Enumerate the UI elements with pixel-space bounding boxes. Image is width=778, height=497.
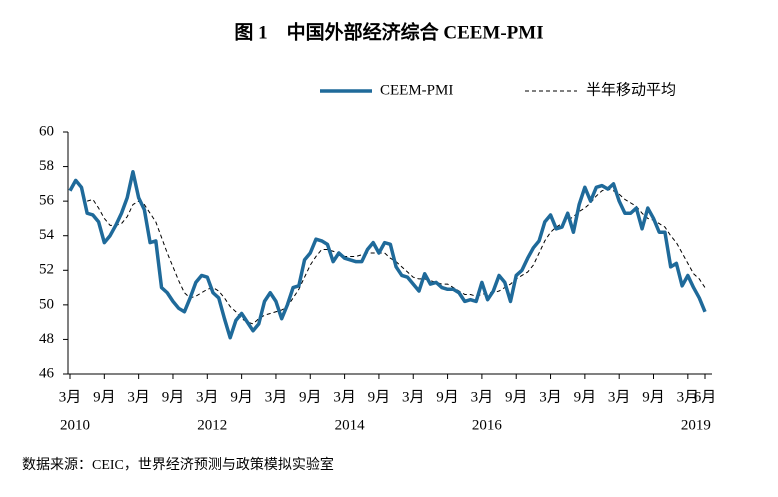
x-tick-label: 9月: [368, 389, 391, 405]
x-year-label: 2014: [335, 417, 366, 433]
x-tick-label: 3月: [608, 389, 631, 405]
x-tick-label: 9月: [436, 389, 459, 405]
x-tick-label: 3月: [265, 389, 288, 405]
x-tick-label: 3月: [471, 389, 494, 405]
chart-title: 图 1 中国外部经济综合 CEEM-PMI: [234, 20, 543, 43]
x-tick-label: 3月: [677, 389, 700, 405]
y-tick-label: 46: [39, 365, 55, 381]
x-tick-label: 9月: [162, 389, 185, 405]
x-tick-label: 6月: [694, 389, 717, 405]
x-tick-label: 3月: [402, 389, 425, 405]
y-tick-label: 60: [39, 123, 54, 139]
x-tick-label: 3月: [333, 389, 356, 405]
x-tick-label: 9月: [299, 389, 322, 405]
x-tick-label: 9月: [505, 389, 528, 405]
x-year-label: 2010: [60, 417, 90, 433]
series-line: [68, 170, 707, 340]
x-tick-label: 9月: [93, 389, 116, 405]
x-tick-label: 3月: [539, 389, 562, 405]
x-tick-label: 3月: [127, 389, 150, 405]
x-tick-label: 3月: [59, 389, 82, 405]
x-tick-label: 9月: [230, 389, 253, 405]
legend-label: 半年移动平均: [586, 81, 676, 98]
x-tick-label: 9月: [642, 389, 665, 405]
y-tick-label: 58: [39, 158, 54, 174]
y-tick-label: 52: [39, 262, 54, 278]
y-tick-label: 48: [39, 331, 54, 347]
x-tick-label: 9月: [574, 389, 597, 405]
y-tick-label: 56: [39, 193, 55, 209]
series-line: [87, 188, 706, 325]
legend-label: CEEM-PMI: [380, 82, 453, 98]
x-year-label: 2019: [681, 417, 711, 433]
x-year-label: 2012: [197, 417, 227, 433]
x-year-label: 2016: [472, 417, 503, 433]
y-tick-label: 50: [39, 296, 54, 312]
x-tick-label: 3月: [196, 389, 219, 405]
source-note: 数据来源：CEIC，世界经济预测与政策模拟实验室: [22, 456, 334, 473]
y-tick-label: 54: [39, 227, 55, 243]
